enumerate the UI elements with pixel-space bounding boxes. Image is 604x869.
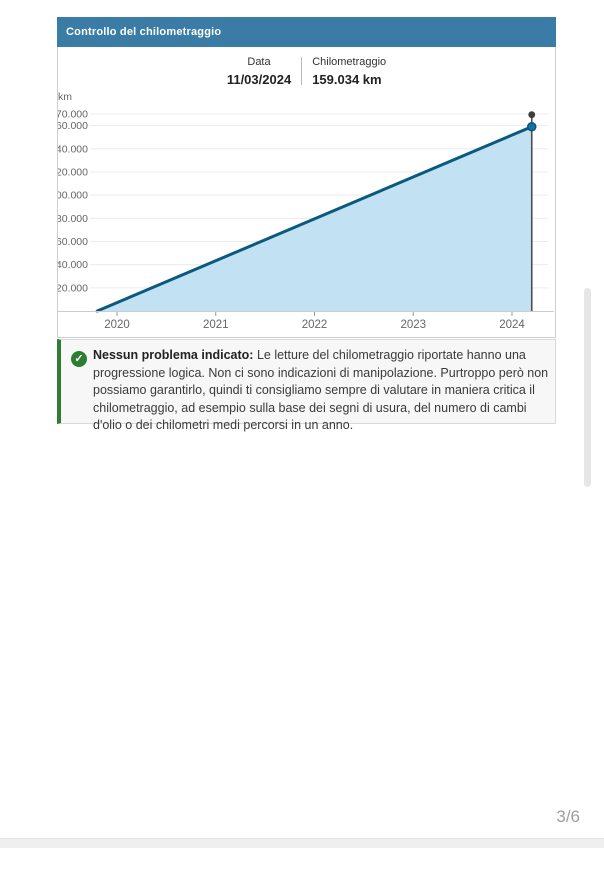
check-glyph: ✓	[74, 352, 84, 365]
status-body: Le letture del chilometraggio riportate …	[93, 348, 549, 432]
selected-data-point[interactable]	[527, 121, 537, 132]
chart-line	[95, 125, 534, 313]
status-text: Nessun problema indicato: Le letture del…	[93, 347, 555, 435]
card-header: Controllo del chilometraggio	[57, 17, 556, 47]
pin-marker-icon	[528, 111, 536, 119]
tooltip-date-label: Data	[247, 56, 271, 68]
page-indicator: 3/6	[556, 807, 580, 826]
status-message-box: ✓ Nessun problema indicato: Le letture d…	[57, 339, 556, 432]
x-tick-label: 2024	[499, 319, 525, 331]
y-tick-label: 80.000	[58, 213, 88, 225]
y-tick-label: 100.000	[58, 190, 88, 202]
vertical-scrollbar-thumb[interactable]	[584, 288, 591, 487]
mileage-chart[interactable]: 170.000160.000 140.000 120.000 100.000 80.00…	[50, 90, 555, 338]
x-tick-label: 2020	[104, 319, 130, 331]
viewport-bottom-edge	[0, 838, 604, 848]
y-tick-label: 120.000	[58, 166, 88, 178]
card-body: Data 11/03/2024 Chilometraggio 159.034 k…	[50, 47, 556, 338]
y-tick-label: 60.000	[58, 236, 88, 248]
y-tick-label: 40.000	[58, 259, 88, 271]
tooltip-km-column: Chilometraggio 159.034 km	[302, 56, 386, 87]
y-tick-label: 160.000	[58, 120, 88, 132]
chart-tooltip: Data 11/03/2024 Chilometraggio 159.034 k…	[58, 47, 555, 87]
y-tick-label: 140.000	[58, 143, 88, 155]
y-tick-label: 170.000	[58, 109, 88, 121]
status-title: Nessun problema indicato:	[93, 348, 254, 362]
mileage-check-card: Controllo del chilometraggio Data 11/03/…	[50, 17, 556, 338]
tooltip-divider	[301, 57, 303, 85]
y-tick-label: 20.000	[58, 282, 88, 294]
y-axis-unit-label: km	[58, 91, 72, 103]
mileage-chart-svg: 170.000160.000 140.000 120.000 100.000 80.00…	[50, 91, 554, 331]
check-circle-icon: ✓	[71, 351, 87, 367]
x-tick-label: 2021	[203, 319, 229, 331]
tooltip-km-label: Chilometraggio	[312, 56, 387, 68]
x-tick-label: 2023	[400, 319, 426, 331]
x-tick-label: 2022	[302, 319, 328, 331]
card-title: Controllo del chilometraggio	[66, 26, 222, 38]
tooltip-km-value: 159.034 km	[312, 72, 382, 87]
tooltip-date-column: Data 11/03/2024	[227, 56, 301, 87]
tooltip-date-value: 11/03/2024	[226, 72, 292, 87]
